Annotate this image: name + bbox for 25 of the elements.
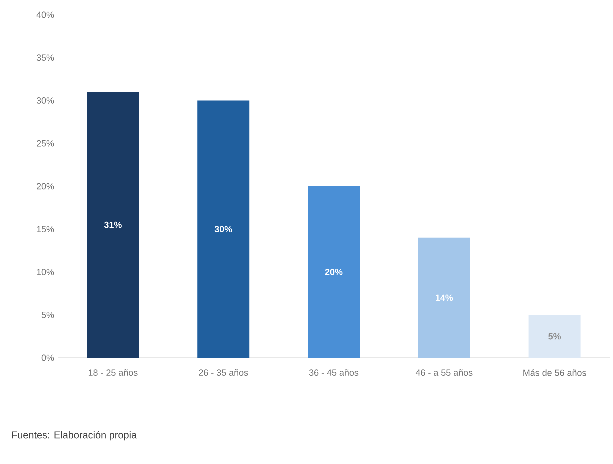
y-tick-label: 35% (36, 54, 54, 62)
bar (418, 238, 470, 358)
data-label: 5% (548, 333, 562, 340)
y-tick-label: 5% (42, 312, 54, 318)
data-label: 31% (104, 222, 122, 228)
x-tick-label: 46 - a 55 años (416, 370, 473, 376)
y-tick-label: 0% (42, 354, 54, 362)
y-tick-label: 40% (36, 12, 54, 18)
data-label: 14% (436, 294, 454, 302)
y-tick-label: 20% (36, 183, 54, 190)
x-tick-label: Más de 56 años (524, 369, 586, 376)
x-tick-label: 36 - 45 años (309, 370, 359, 376)
data-label: 20% (325, 269, 343, 276)
y-tick-label: 25% (36, 140, 54, 147)
bar (308, 186, 360, 358)
y-tick-label: 15% (37, 226, 54, 233)
source-note: Fuentes: Elaboración propia (12, 431, 138, 441)
data-label: 30% (214, 226, 232, 233)
x-tick-label: 18 - 25 años (88, 370, 138, 376)
bar (198, 100, 250, 358)
bar (87, 92, 140, 358)
y-tick-label: 10% (37, 269, 54, 276)
y-tick-label: 30% (36, 98, 54, 104)
x-tick-label: 26 - 35 años (199, 370, 248, 376)
bar (528, 315, 581, 358)
